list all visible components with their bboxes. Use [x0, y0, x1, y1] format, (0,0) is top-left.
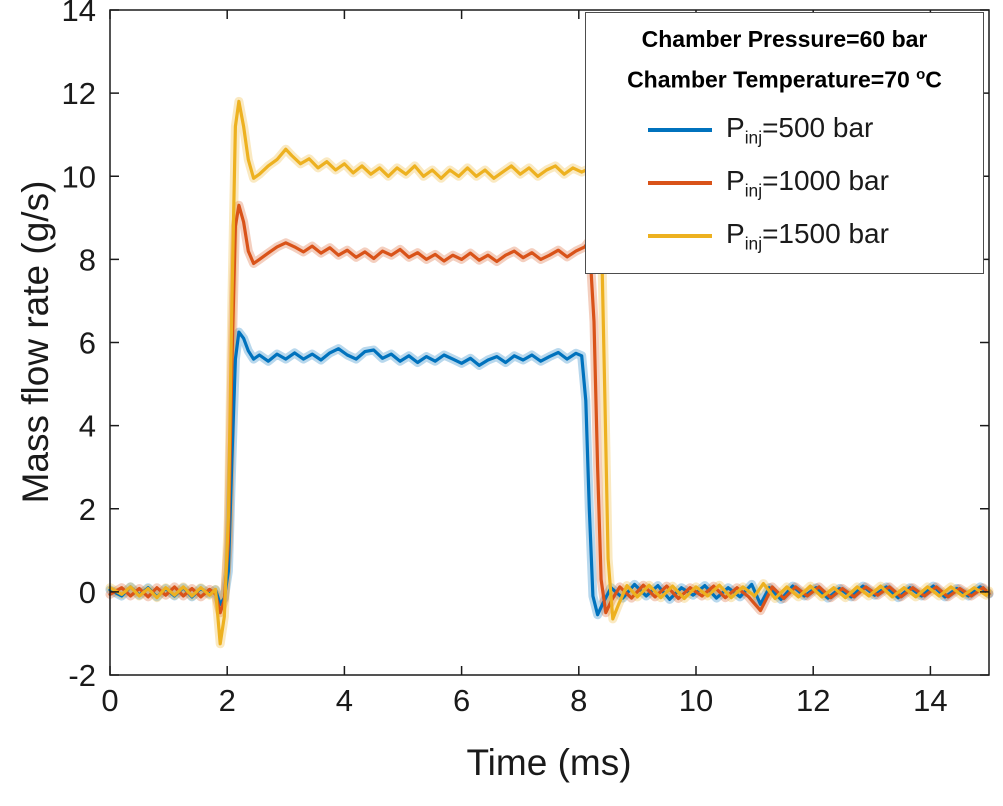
- legend-annotation-temperature-text: Chamber Temperature=70: [627, 66, 917, 93]
- series-band-p-inj-500-bar: [105, 327, 994, 620]
- y-tick-label: 10: [62, 159, 96, 194]
- y-tick-label: 4: [79, 409, 96, 444]
- series-line-p-inj-1500-bar: [108, 99, 991, 646]
- y-tick-label: 8: [79, 242, 96, 277]
- degree-superscript: o: [916, 66, 926, 83]
- legend-label-pinj-500: Pinj=500 bar: [726, 111, 874, 148]
- legend-swatch-pinj-1000: [648, 181, 712, 186]
- x-tick-label: 0: [101, 683, 118, 718]
- legend-annotation-pressure: Chamber Pressure=60 bar: [641, 26, 928, 52]
- y-tick-label: -2: [68, 658, 96, 693]
- y-tick-label: 2: [79, 492, 96, 527]
- x-axis-label: Time (ms): [466, 742, 632, 783]
- legend-label-pinj-1000: Pinj=1000 bar: [726, 164, 889, 201]
- x-tick-label: 8: [570, 683, 587, 718]
- legend-entries: Pinj=500 bar Pinj=1000 bar Pinj=1500 bar: [586, 104, 983, 263]
- y-tick-label: 0: [79, 575, 96, 610]
- legend-annotation-temperature-unit: C: [925, 66, 942, 93]
- legend-annotation-temperature: Chamber Temperature=70 oC: [586, 57, 983, 98]
- y-tick-label: 14: [62, 0, 96, 28]
- legend-entry-pinj-1500: Pinj=1500 bar: [586, 210, 983, 263]
- legend-swatch-pinj-500: [648, 128, 712, 133]
- y-tick-label: 12: [62, 76, 96, 111]
- y-axis-label: Mass flow rate (g/s): [15, 180, 56, 504]
- legend-entry-pinj-500: Pinj=500 bar: [586, 104, 983, 157]
- legend-entry-pinj-1000: Pinj=1000 bar: [586, 157, 983, 210]
- x-tick-label: 2: [219, 683, 236, 718]
- y-tick-label: 6: [79, 326, 96, 361]
- x-tick-label: 4: [336, 683, 353, 718]
- legend: Chamber Pressure=60 bar Chamber Temperat…: [585, 12, 984, 274]
- x-tick-label: 10: [679, 683, 713, 718]
- legend-label-pinj-1500: Pinj=1500 bar: [726, 217, 889, 254]
- x-tick-label: 14: [913, 683, 947, 718]
- legend-swatch-pinj-1500: [648, 234, 712, 239]
- x-tick-label: 6: [453, 683, 470, 718]
- x-tick-label: 12: [796, 683, 830, 718]
- series-line-p-inj-500-bar: [108, 330, 991, 617]
